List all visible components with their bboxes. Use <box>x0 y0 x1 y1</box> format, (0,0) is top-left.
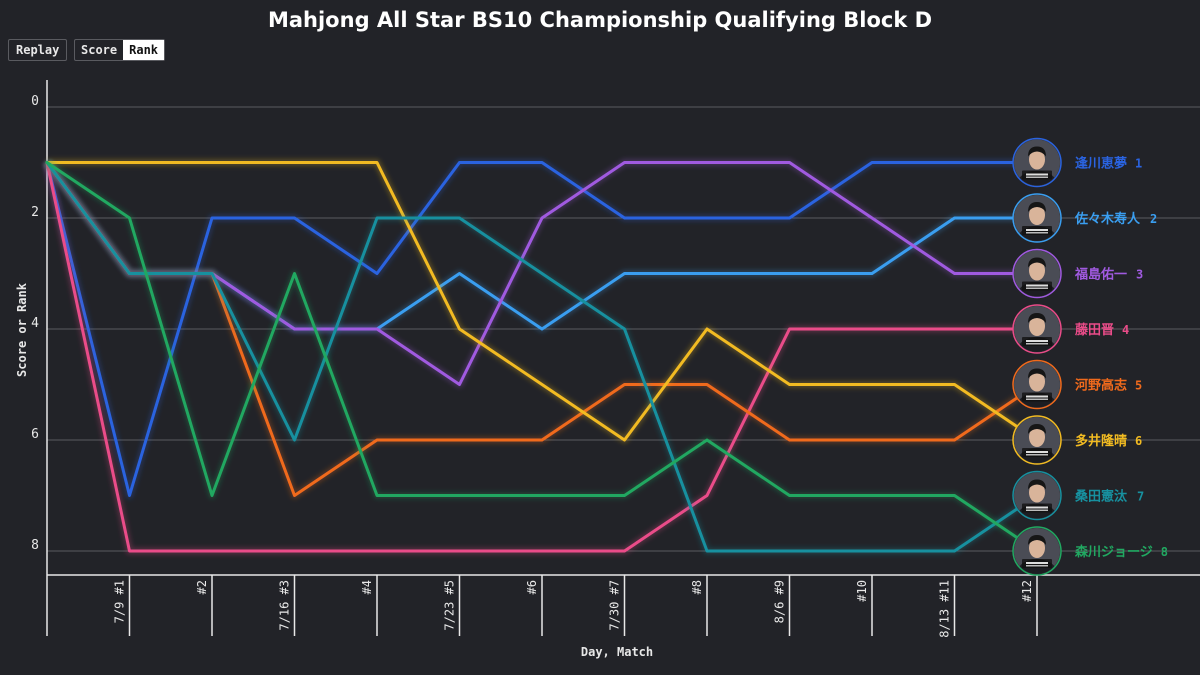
series-line <box>45 161 1039 331</box>
x-tick-label: #12 <box>1020 580 1034 602</box>
player-name-label: 多井隆晴 <box>1075 433 1127 449</box>
player-rank-label: 2 <box>1150 212 1157 226</box>
view-toggle[interactable]: Score Rank <box>74 39 166 61</box>
player-name-label: 桑田憲汰 <box>1074 489 1128 505</box>
player-name-label: 福島佑一 <box>1074 267 1127 283</box>
player-name-label: 逢川恵夢 <box>1075 156 1127 172</box>
avatar <box>1014 528 1060 574</box>
y-axis-title: Score or Rank <box>15 282 29 377</box>
y-tick-label: 6 <box>31 427 39 442</box>
series-line-glow <box>44 160 1037 333</box>
player-rank-label: 5 <box>1135 379 1142 393</box>
series-line <box>45 161 1039 442</box>
y-tick-label: 8 <box>31 538 39 553</box>
x-tick-label: 8/6 #9 <box>773 580 787 623</box>
player-end-marker[interactable] <box>1012 248 1062 310</box>
player-end-marker[interactable] <box>1012 415 1062 476</box>
series-line <box>45 161 1039 553</box>
x-axis-title: Day, Match <box>581 645 653 659</box>
x-tick-label: 7/9 #1 <box>113 580 127 623</box>
x-tick-label: 7/23 #5 <box>443 580 457 631</box>
player-rank-label: 7 <box>1137 490 1144 504</box>
x-tick-label: #8 <box>690 580 704 594</box>
player-end-marker[interactable] <box>1012 526 1062 587</box>
end-labels: 逢川恵夢 1 佐々木寿人 2 福島佑一 3 藤田晋 4 河野高志 5 多井隆晴 6 桑田憲汰 7 森川ジョー… <box>1012 137 1168 587</box>
player-rank-label: 6 <box>1135 434 1142 448</box>
avatar <box>1014 306 1060 352</box>
score-toggle-button[interactable]: Score <box>81 43 118 57</box>
player-end-marker[interactable] <box>1012 137 1062 199</box>
x-tick-label: #10 <box>855 580 869 602</box>
y-tick-label: 4 <box>31 316 39 331</box>
y-tick-label: 0 <box>31 94 39 109</box>
avatar <box>1014 195 1060 241</box>
series-line-glow <box>47 159 1039 444</box>
chart-title: Mahjong All Star BS10 Championship Quali… <box>267 8 933 32</box>
x-tick-label: #6 <box>525 580 539 594</box>
player-end-marker[interactable] <box>1012 470 1062 532</box>
series-line <box>45 161 1039 553</box>
avatar <box>1014 417 1060 463</box>
player-end-marker[interactable] <box>1012 359 1062 421</box>
rank-toggle-button[interactable]: Rank <box>123 40 165 60</box>
avatar <box>1014 250 1060 297</box>
avatar <box>1014 361 1060 408</box>
player-end-marker[interactable] <box>1012 304 1062 365</box>
player-name-label: 佐々木寿人 <box>1074 211 1141 227</box>
x-tick-label: #4 <box>360 580 374 594</box>
series-line <box>45 161 1039 497</box>
player-rank-label: 1 <box>1135 157 1142 171</box>
player-name-label: 森川ジョージ <box>1075 544 1153 560</box>
avatar <box>1014 472 1060 519</box>
x-tick-label: 7/30 #7 <box>608 580 622 631</box>
replay-button[interactable]: Replay <box>8 39 68 61</box>
x-tick-label: 8/13 #11 <box>938 580 952 638</box>
axes: 0 2 4 6 8 7/9 #1 #2 7/16 #3 #4 7/23 #5 #6 7/30 #7 #8… <box>15 80 1200 659</box>
player-rank-label: 8 <box>1161 545 1168 559</box>
player-rank-label: 4 <box>1122 323 1129 337</box>
series-line <box>45 161 1039 553</box>
avatar <box>1014 139 1060 186</box>
x-tick-label: #2 <box>195 580 209 594</box>
player-name-label: 藤田晋 <box>1075 322 1114 338</box>
x-tick-label: 7/16 #3 <box>278 580 292 631</box>
player-name-label: 河野高志 <box>1075 378 1127 394</box>
replay-button-label: Replay <box>16 43 60 57</box>
series-lines <box>43 159 1039 555</box>
y-tick-label: 2 <box>31 205 39 220</box>
player-rank-label: 3 <box>1136 268 1143 282</box>
player-end-marker[interactable] <box>1012 193 1062 254</box>
